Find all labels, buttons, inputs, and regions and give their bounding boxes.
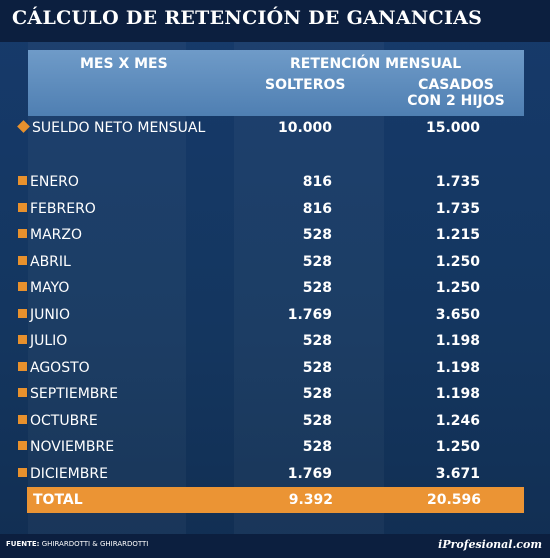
month-solteros-value: 1.769 <box>287 307 332 323</box>
square-bullet-icon <box>18 203 27 212</box>
month-solteros-value: 816 <box>302 174 332 190</box>
month-row-label: ENERO <box>18 173 92 191</box>
month-solteros-value: 816 <box>302 201 332 217</box>
table-header: MES X MES RETENCIÓN MENSUAL SOLTEROS CAS… <box>28 50 524 116</box>
square-bullet-icon <box>18 468 27 477</box>
source-credit: FUENTE: GHIRARDOTTI & GHIRARDOTTI <box>6 540 148 548</box>
month-casados-value: 1.198 <box>435 360 480 376</box>
month-row-label: AGOSTO <box>18 359 103 377</box>
month-name: OCTUBRE <box>30 413 98 429</box>
month-name: AGOSTO <box>30 360 90 376</box>
month-casados-value: 1.735 <box>435 174 480 190</box>
month-row-label: MARZO <box>18 226 95 244</box>
month-row-label: NOVIEMBRE <box>18 438 127 456</box>
month-solteros-value: 528 <box>302 333 332 349</box>
month-name: JULIO <box>30 333 68 349</box>
month-name: MAYO <box>30 280 70 296</box>
month-solteros-value: 1.769 <box>287 466 332 482</box>
square-bullet-icon <box>18 282 27 291</box>
header-solteros: SOLTEROS <box>265 77 346 93</box>
month-row-label: DICIEMBRE <box>18 465 121 483</box>
square-bullet-icon <box>18 309 27 318</box>
salary-row-label: SUELDO NETO MENSUAL <box>17 119 214 137</box>
month-casados-value: 1.250 <box>435 254 480 270</box>
month-casados-value: 3.650 <box>435 307 480 323</box>
month-row-label: FEBRERO <box>18 200 109 218</box>
salary-casados: 15.000 <box>425 120 480 136</box>
title-bar: CÁLCULO DE RETENCIÓN DE GANANCIAS <box>0 0 550 42</box>
month-casados-value: 3.671 <box>435 466 480 482</box>
month-name: JUNIO <box>30 307 70 323</box>
source-text: GHIRARDOTTI & GHIRARDOTTI <box>41 540 149 548</box>
month-name: ABRIL <box>30 254 71 270</box>
total-solteros: 9.392 <box>288 492 333 508</box>
salary-solteros: 10.000 <box>277 120 332 136</box>
salary-label: SUELDO NETO MENSUAL <box>32 120 206 136</box>
footer: FUENTE: GHIRARDOTTI & GHIRARDOTTI iProfe… <box>0 534 550 558</box>
square-bullet-icon <box>18 229 27 238</box>
month-solteros-value: 528 <box>302 280 332 296</box>
month-name: ENERO <box>30 174 79 190</box>
month-row-label: JULIO <box>18 332 80 350</box>
month-solteros-value: 528 <box>302 360 332 376</box>
brand-logo: iProfesional.com <box>438 538 542 551</box>
square-bullet-icon <box>18 176 27 185</box>
total-row: TOTAL 9.392 20.596 <box>27 487 524 513</box>
month-casados-value: 1.735 <box>435 201 480 217</box>
total-label: TOTAL <box>33 492 83 508</box>
square-bullet-icon <box>18 415 27 424</box>
header-month: MES X MES <box>80 56 168 72</box>
month-casados-value: 1.215 <box>435 227 480 243</box>
month-row-label: SEPTIEMBRE <box>18 385 131 403</box>
month-casados-value: 1.250 <box>435 439 480 455</box>
month-row-label: ABRIL <box>18 253 84 271</box>
month-row-label: OCTUBRE <box>18 412 111 430</box>
header-group: RETENCIÓN MENSUAL <box>290 56 462 72</box>
month-solteros-value: 528 <box>302 413 332 429</box>
month-solteros-value: 528 <box>302 254 332 270</box>
total-casados: 20.596 <box>426 492 481 508</box>
source-label: FUENTE: <box>6 540 40 548</box>
month-name: DICIEMBRE <box>30 466 108 482</box>
month-casados-value: 1.246 <box>435 413 480 429</box>
month-solteros-value: 528 <box>302 227 332 243</box>
month-row-label: JUNIO <box>18 306 83 324</box>
header-casados-line1: CASADOS <box>418 77 494 93</box>
square-bullet-icon <box>18 441 27 450</box>
header-casados-line2: CON 2 HIJOS <box>407 93 505 109</box>
month-name: NOVIEMBRE <box>30 439 115 455</box>
month-name: MARZO <box>30 227 82 243</box>
square-bullet-icon <box>18 388 27 397</box>
month-casados-value: 1.198 <box>435 386 480 402</box>
month-row-label: MAYO <box>18 279 82 297</box>
month-casados-value: 1.250 <box>435 280 480 296</box>
square-bullet-icon <box>18 335 27 344</box>
square-bullet-icon <box>18 362 27 371</box>
month-name: SEPTIEMBRE <box>30 386 118 402</box>
month-casados-value: 1.198 <box>435 333 480 349</box>
square-bullet-icon <box>18 256 27 265</box>
month-name: FEBRERO <box>30 201 96 217</box>
month-solteros-value: 528 <box>302 386 332 402</box>
month-solteros-value: 528 <box>302 439 332 455</box>
page-title: CÁLCULO DE RETENCIÓN DE GANANCIAS <box>12 7 483 29</box>
